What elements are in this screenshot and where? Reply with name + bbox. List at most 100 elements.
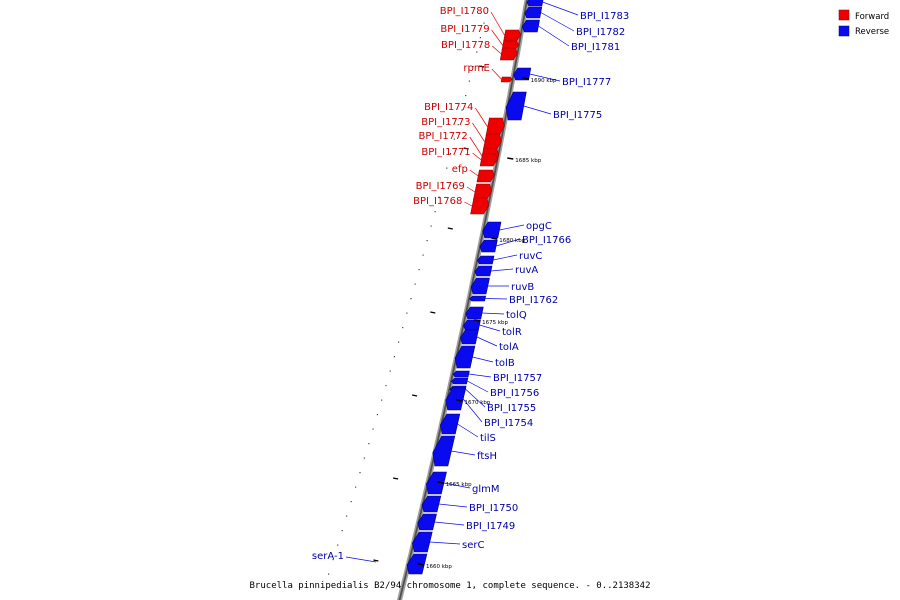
gene-bpi-i1780[interactable]: [503, 29, 522, 42]
gene-bpi-i1769[interactable]: [473, 183, 492, 201]
scale-label: 1665 kbp: [446, 482, 472, 488]
gene-serc[interactable]: [412, 531, 433, 553]
gene-tolq[interactable]: [465, 306, 484, 320]
gene-ruvb[interactable]: [470, 277, 490, 295]
label-tolq[interactable]: tolQ: [506, 310, 527, 321]
label-bpi-i1771[interactable]: BPI_I1771: [421, 147, 470, 158]
label-bpi-i1749[interactable]: BPI_I1749: [466, 521, 515, 532]
label-leaders: [345, 1, 579, 563]
gene-bpi-i1781[interactable]: [521, 19, 540, 33]
gene-bpi-i1762[interactable]: [469, 295, 487, 302]
label-bpi-i1768[interactable]: BPI_I1768: [413, 196, 462, 207]
map-caption: Brucella pinnipedialis B2/94 chromosome …: [250, 581, 651, 591]
label-serc[interactable]: serC: [462, 540, 484, 551]
gene-tils[interactable]: [439, 413, 461, 435]
tick-dot: [446, 167, 448, 169]
tick-dot: [483, 22, 485, 24]
label-bpi-i1772[interactable]: BPI_I1772: [419, 131, 468, 142]
label-bpi-i1778[interactable]: BPI_I1778: [441, 40, 490, 51]
label-tolb[interactable]: tolB: [495, 358, 515, 369]
label-bpi-i1769[interactable]: BPI_I1769: [416, 181, 465, 192]
gene-tolb[interactable]: [454, 345, 476, 369]
leader-glmm: [443, 482, 471, 489]
label-bpi-i1783[interactable]: BPI_I1783: [580, 11, 629, 22]
label-bpi-i1774[interactable]: BPI_I1774: [424, 102, 473, 113]
label-ftsh[interactable]: ftsH: [477, 451, 497, 462]
gene-features: [406, 0, 544, 575]
gene-sera-1[interactable]: [406, 553, 428, 575]
label-bpi-i1775[interactable]: BPI_I1775: [553, 110, 602, 121]
gene-bpi-i1777[interactable]: [513, 67, 532, 81]
label-efp[interactable]: efp: [452, 164, 468, 175]
gene-bpi-i1757[interactable]: [452, 370, 470, 378]
label-bpi-i1777[interactable]: BPI_I1777: [562, 77, 611, 88]
tick-dot: [468, 80, 470, 82]
leader-tolq: [481, 312, 505, 315]
label-tolr[interactable]: tolR: [502, 327, 522, 338]
gene-bpi-i1766[interactable]: [479, 239, 498, 253]
tick-dot: [332, 559, 334, 561]
label-bpi-i1766[interactable]: BPI_I1766: [522, 235, 571, 246]
label-sera-1[interactable]: serA-1: [312, 551, 344, 562]
tick-dot: [372, 428, 374, 430]
left-dash: [447, 227, 453, 230]
label-bpi-i1756[interactable]: BPI_I1756: [490, 388, 539, 399]
label-glmm[interactable]: glmM: [472, 484, 500, 495]
label-ruvc[interactable]: ruvC: [519, 251, 542, 262]
gene-bpi-i1749[interactable]: [417, 513, 437, 531]
gene-ruva[interactable]: [474, 265, 493, 277]
legend-reverse-label: Reverse: [855, 27, 889, 37]
gene-bpi-i1754[interactable]: [445, 387, 467, 411]
left-dash: [478, 65, 485, 68]
label-bpi-i1780[interactable]: BPI_I1780: [440, 6, 489, 17]
tick-dot: [381, 399, 383, 401]
label-ruva[interactable]: ruvA: [515, 265, 538, 276]
label-opgc[interactable]: opgC: [526, 221, 552, 232]
scale-dash: [473, 319, 481, 322]
label-tola[interactable]: tolA: [499, 342, 519, 353]
gene-efp[interactable]: [476, 169, 495, 183]
gene-labels: BPI_I1780 BPI_I1779 BPI_I1778 rpmE BPI_I1774…: [312, 6, 629, 562]
legend-reverse-swatch: [838, 25, 850, 37]
label-bpi-i1750[interactable]: BPI_I1750: [469, 503, 518, 514]
gene-bpi-i1768[interactable]: [470, 197, 490, 215]
tick-dot: [430, 225, 432, 227]
label-bpi-i1779[interactable]: BPI_I1779: [440, 24, 489, 35]
gene-bpi-i1750[interactable]: [421, 495, 442, 513]
gene-glmm[interactable]: [425, 471, 447, 495]
gene-bpi-i1775[interactable]: [505, 91, 527, 121]
leader-bpi-i1749: [434, 521, 465, 526]
tick-dot: [337, 544, 339, 546]
leader-sera-1: [345, 556, 377, 563]
tick-dot: [368, 443, 370, 445]
label-bpi-i1762[interactable]: BPI_I1762: [509, 295, 558, 306]
gene-bpi-i1778[interactable]: [499, 47, 518, 61]
label-ruvb[interactable]: ruvB: [511, 282, 534, 293]
gene-bpi-i1773[interactable]: [482, 133, 502, 151]
label-bpi-i1754[interactable]: BPI_I1754: [484, 418, 533, 429]
scale-label: 1670 kbp: [465, 400, 491, 406]
label-bpi-i1782[interactable]: BPI_I1782: [576, 27, 625, 38]
tick-dot: [363, 457, 365, 459]
gene-bpi-i1756[interactable]: [451, 377, 469, 385]
gene-ftsh[interactable]: [432, 435, 456, 467]
gene-ruvc[interactable]: [477, 255, 495, 265]
label-rpme[interactable]: rpmE: [463, 63, 490, 74]
scale-dashes: [373, 65, 485, 562]
gene-tola[interactable]: [460, 329, 479, 345]
label-tils[interactable]: tilS: [480, 433, 496, 444]
gene-bpi-i1783[interactable]: [526, 0, 544, 7]
label-bpi-i1755[interactable]: BPI_I1755: [487, 403, 536, 414]
tick-dot: [402, 327, 404, 329]
label-bpi-i1757[interactable]: BPI_I1757: [493, 373, 542, 384]
tick-dot: [426, 240, 428, 242]
tick-dot: [457, 124, 459, 126]
leader-bpi-i1778: [492, 45, 502, 55]
gene-bpi-i1774[interactable]: [485, 117, 505, 137]
tick-dot: [398, 341, 400, 343]
gene-bpi-i1771[interactable]: [479, 153, 498, 167]
label-bpi-i1781[interactable]: BPI_I1781: [571, 42, 620, 53]
label-bpi-i1773[interactable]: BPI_I1773: [421, 117, 470, 128]
gene-rpme[interactable]: [500, 76, 513, 83]
gene-bpi-i1782[interactable]: [524, 6, 543, 19]
